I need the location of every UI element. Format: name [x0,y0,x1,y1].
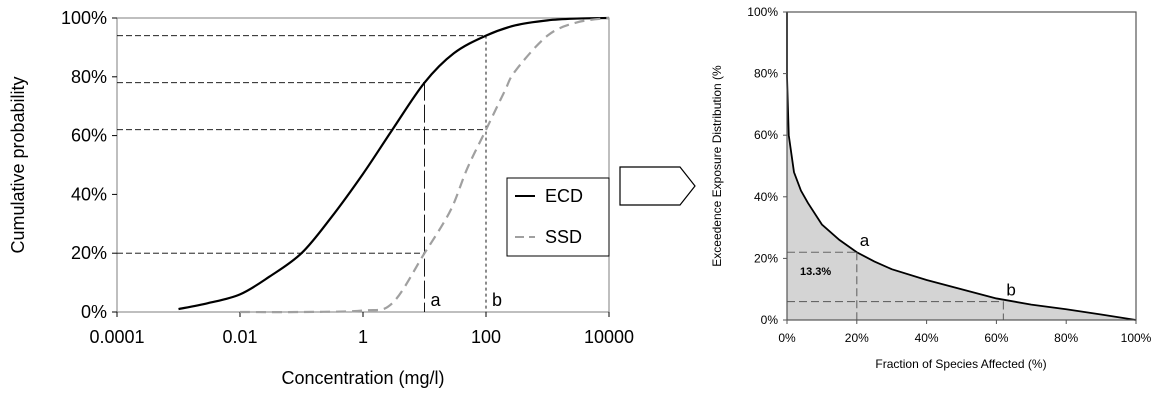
exceedence-y-tick-label: 20% [754,251,778,265]
exceedence-y-tick-label: 60% [754,128,778,142]
exceedence-area [786,12,1137,321]
exceedence-plot-frame [786,11,1137,321]
exceedence-area-fill [787,12,1136,320]
exceedence-x-tick-label: 100% [1121,331,1152,345]
cdf-y-tick-label: 100% [61,8,107,28]
cdf-legend-box [506,177,610,257]
cdf-y-tick-label: 80% [71,67,107,87]
exceedence-y-tick-label: 80% [754,67,778,81]
cdf-y-axis-title: Cumulative probability [8,76,28,253]
exceedence-x-tick-label: 40% [915,331,939,345]
series-line-ssd [239,16,610,314]
area-value-label: 13.3% [800,266,831,278]
cdf-x-tick-label: 10000 [584,327,634,347]
series-line-ecd [178,16,610,311]
exceedence-y-tick-label: 100% [747,5,778,19]
cdf-y-tick-label: 20% [71,243,107,263]
exceedence-x-tick-label: 20% [845,331,869,345]
cdf-x-tick-label: 0.01 [222,327,257,347]
exceedence-y-axis: 0% 20% 40% 60% 80% 100% [747,5,787,327]
exceedence-chart: 0%20%40%60%80%100% 0% 20% 40% 60% 80% 100% ab… [710,5,1152,371]
exceedence-curve [786,12,1137,321]
cdf-x-axis: 0.0001 0.01 1 100 10000 [89,312,634,347]
exceedence-x-tick-label: 60% [984,331,1008,345]
exceedence-point-label-a: a [860,231,870,250]
cdf-series [178,16,610,314]
cdf-x-tick-label: 0.0001 [89,327,144,347]
cdf-y-tick-label: 60% [71,126,107,146]
cdf-y-axis: 0% 20% 40% 60% 80% 100% [61,8,117,322]
cdf-reference-label-b: b [492,290,502,310]
exceedence-points: ab [860,231,1016,299]
cdf-y-tick-label: 0% [81,302,107,322]
legend-label-ssd: SSD [545,227,582,247]
exceedence-x-axis-title: Fraction of Species Affected (%) [875,357,1046,371]
cdf-plot-frame [116,17,610,313]
cdf-x-tick-label: 1 [358,327,368,347]
cdf-reference-label-a: a [431,290,442,310]
cdf-y-tick-label: 40% [71,184,107,204]
cdf-chart: 0% 20% 40% 60% 80% 100% 0.0001 0.01 1 100 10000 a… [8,8,634,388]
cdf-legend: ECD SSD [506,177,610,257]
exceedence-y-axis-title: Exceedence Exposure Distribution (% [710,65,724,267]
exceedence-x-tick-label: 0% [778,331,796,345]
exceedence-x-axis: 0% 20% 40% 60% 80% 100% [778,320,1152,345]
pentagon-arrow [619,166,696,206]
exceedence-point-label-b: b [1006,281,1015,300]
exceedence-reference-lines [787,251,1004,320]
legend-label-ecd: ECD [545,186,583,206]
exceedence-x-tick-label: 80% [1054,331,1078,345]
cdf-x-axis-title: Concentration (mg/l) [281,368,444,388]
exceedence-y-tick-label: 0% [761,313,779,327]
exceedence-y-tick-label: 40% [754,190,778,204]
cdf-x-tick-label: 100 [471,327,501,347]
